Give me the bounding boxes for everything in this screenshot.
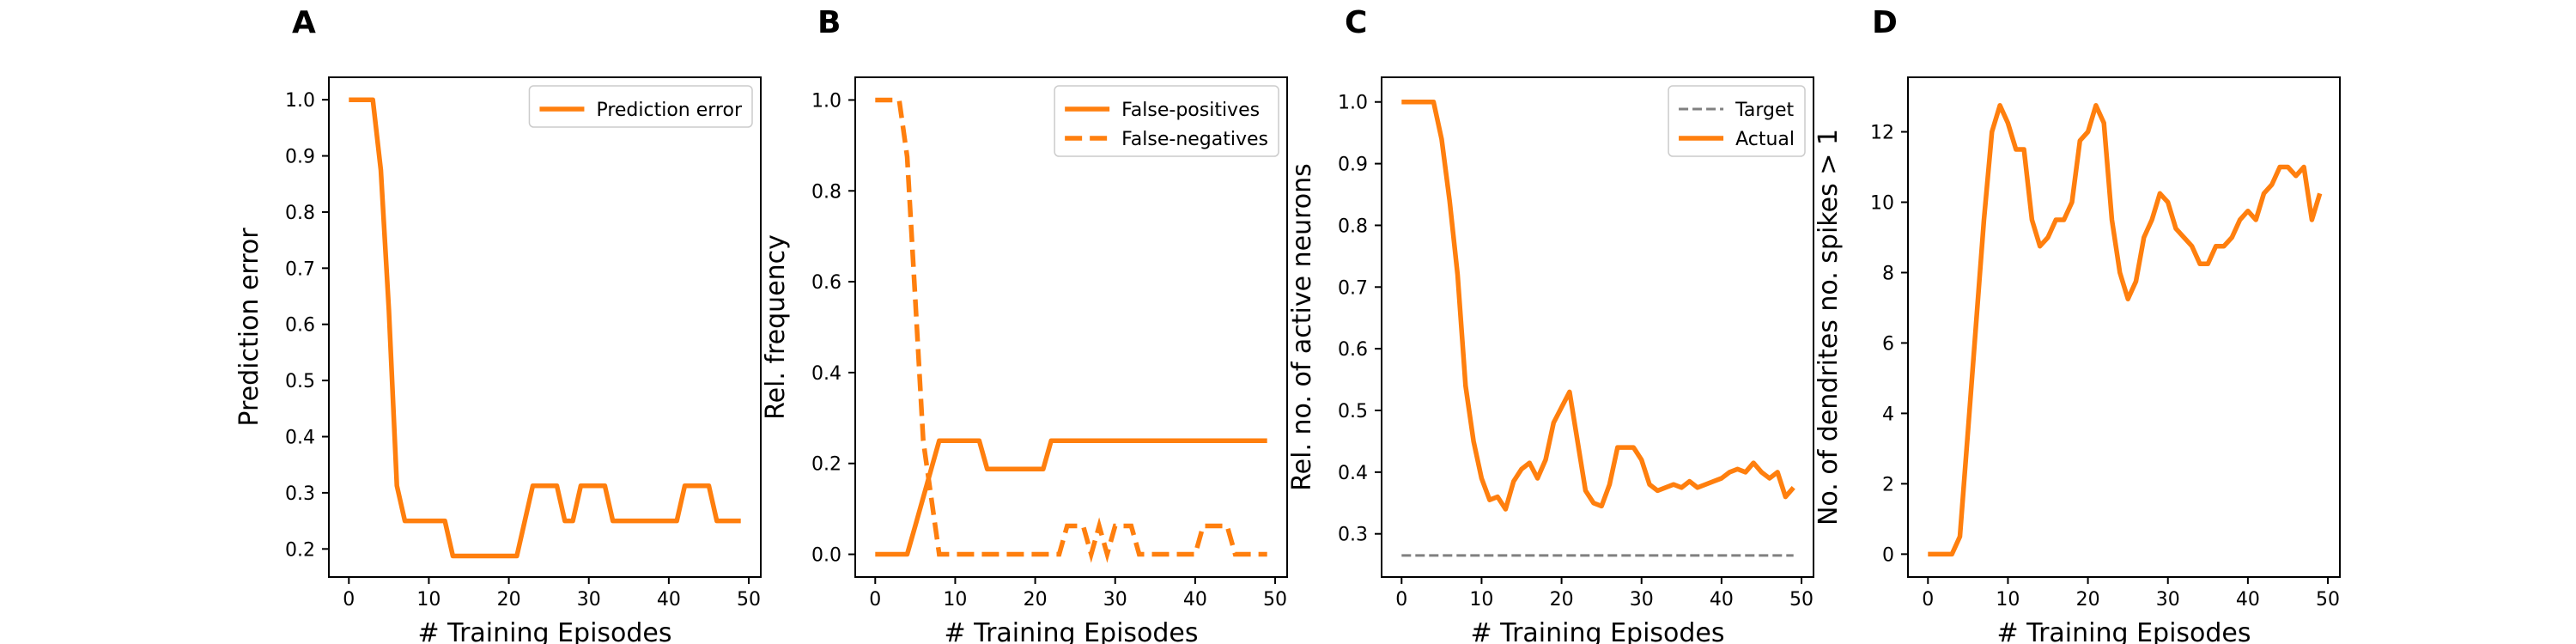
y-tick-label: 0.7	[1338, 277, 1368, 299]
x-axis-label: # Training Episodes	[944, 618, 1198, 644]
legend: False-positives False-negatives	[1054, 85, 1279, 157]
x-tick-label: 10	[1996, 589, 2020, 611]
y-tick-label: 2	[1882, 474, 1894, 495]
series-line	[1928, 103, 2323, 557]
axes-frame	[1907, 76, 2341, 578]
y-tick-label: 4	[1882, 404, 1894, 425]
y-tick-label: 0.3	[1338, 525, 1368, 546]
x-tick-label: 50	[2316, 589, 2340, 611]
panel-b: B 0 10 20 30 40 50 0.0 0.2 0.4 0.6 0.8 1.0 # Training…	[761, 5, 1288, 644]
panel-letter: D	[1872, 5, 1898, 40]
x-tick-label: 50	[1263, 589, 1287, 611]
legend-label: Actual	[1735, 129, 1795, 150]
y-tick-label: 0.9	[285, 147, 315, 168]
y-tick-label: 10	[1870, 193, 1894, 215]
x-tick-label: 20	[497, 589, 521, 611]
axes-frame	[854, 76, 1288, 578]
y-axis-label: Prediction error	[234, 228, 264, 427]
x-tick-label: 30	[1630, 589, 1654, 611]
x-tick-label: 0	[1922, 589, 1934, 611]
legend-label: Prediction error	[596, 100, 742, 121]
series-false-positives	[875, 438, 1267, 557]
y-tick-label: 0.8	[285, 203, 315, 224]
x-tick-label: 20	[2076, 589, 2100, 611]
x-tick-label: 40	[1183, 589, 1207, 611]
y-tick-label: 0.7	[285, 258, 315, 280]
y-axis-label: Rel. frequency	[761, 234, 791, 420]
y-tick-label: 0.5	[285, 371, 315, 392]
y-tick-label: 0.4	[811, 363, 841, 385]
y-tick-label: 0.8	[811, 181, 841, 203]
legend-box	[528, 85, 753, 128]
legend: Prediction error	[528, 85, 753, 128]
x-tick-label: 30	[577, 589, 601, 611]
x-tick-label: 20	[1024, 589, 1048, 611]
y-tick-label: 12	[1870, 123, 1894, 144]
panel-c: C 0 10 20 30 40 50 0.3 0.4 0.5 0.6 0.7 0.8 0.9 1.0 # Tr…	[1287, 5, 1814, 644]
y-tick-label: 6	[1882, 333, 1894, 355]
x-tick-label: 50	[737, 589, 761, 611]
x-tick-label: 20	[1550, 589, 1574, 611]
y-tick-label: 0.3	[285, 483, 315, 505]
y-tick-label: 0.6	[285, 315, 315, 337]
x-tick-label: 0	[1395, 589, 1407, 611]
series-group	[875, 97, 1267, 563]
legend-label: False-negatives	[1121, 129, 1268, 150]
x-axis-label: # Training Episodes	[1996, 618, 2251, 644]
y-tick-label: 0	[1882, 544, 1894, 566]
y-tick-label: 8	[1882, 263, 1894, 284]
legend-box	[1054, 85, 1279, 157]
y-tick-label: 0.4	[285, 428, 315, 449]
panel-letter: A	[292, 5, 316, 40]
x-tick-label: 40	[1710, 589, 1734, 611]
x-axis-label: # Training Episodes	[417, 618, 671, 644]
x-axis-label: # Training Episodes	[1470, 618, 1724, 644]
x-tick-label: 40	[2236, 589, 2260, 611]
y-tick-label: 0.9	[1338, 155, 1368, 176]
x-tick-label: 30	[2156, 589, 2180, 611]
x-tick-label: 30	[1103, 589, 1127, 611]
y-axis-label: No. of dendrites no. spikes > 1	[1814, 129, 1844, 526]
panel-d: D 0 10 20 30 40 50 0 2 4 6 8 10 12 # Training Episodes…	[1814, 5, 2341, 644]
panel-letter: B	[817, 5, 841, 40]
axes-frame	[1381, 76, 1814, 578]
x-tick-label: 40	[657, 589, 681, 611]
y-tick-label: 0.6	[1338, 339, 1368, 361]
y-tick-label: 0.5	[1338, 401, 1368, 422]
y-tick-label: 0.4	[1338, 463, 1368, 484]
y-tick-label: 0.0	[811, 545, 841, 567]
y-tick-label: 0.2	[811, 454, 841, 476]
y-tick-label: 1.0	[1338, 93, 1368, 114]
x-tick-label: 50	[1789, 589, 1814, 611]
legend: Target Actual	[1668, 85, 1806, 157]
x-tick-label: 10	[943, 589, 967, 611]
y-tick-label: 0.2	[285, 539, 315, 561]
legend-label: Target	[1735, 100, 1794, 121]
x-tick-label: 0	[869, 589, 881, 611]
y-tick-label: 0.6	[811, 272, 841, 294]
x-tick-label: 10	[416, 589, 440, 611]
panel-a: A 0 10 20 30 40 50 0.2 0.3 0.4 0.5 0.6 0.7 0.8 0.9 1.0 #…	[234, 5, 762, 644]
series-group	[1401, 99, 1795, 557]
x-tick-label: 0	[343, 589, 355, 611]
series-prediction-error	[349, 97, 741, 559]
panel-letter: C	[1345, 5, 1367, 40]
axes-frame	[328, 76, 762, 578]
y-tick-label: 0.8	[1338, 216, 1368, 237]
x-tick-label: 10	[1469, 589, 1493, 611]
y-axis-label: Rel. no. of active neurons	[1287, 163, 1317, 491]
y-tick-label: 1.0	[811, 90, 841, 112]
legend-label: False-positives	[1121, 100, 1260, 121]
y-tick-label: 1.0	[285, 90, 315, 112]
series-group	[1928, 103, 2323, 557]
series-actual	[1401, 99, 1795, 512]
series-group	[349, 97, 741, 559]
series-false-negatives	[875, 97, 1267, 563]
